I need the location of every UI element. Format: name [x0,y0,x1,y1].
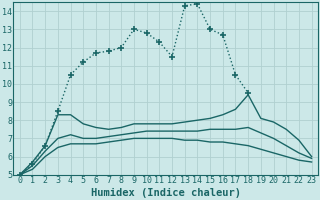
X-axis label: Humidex (Indice chaleur): Humidex (Indice chaleur) [91,188,241,198]
